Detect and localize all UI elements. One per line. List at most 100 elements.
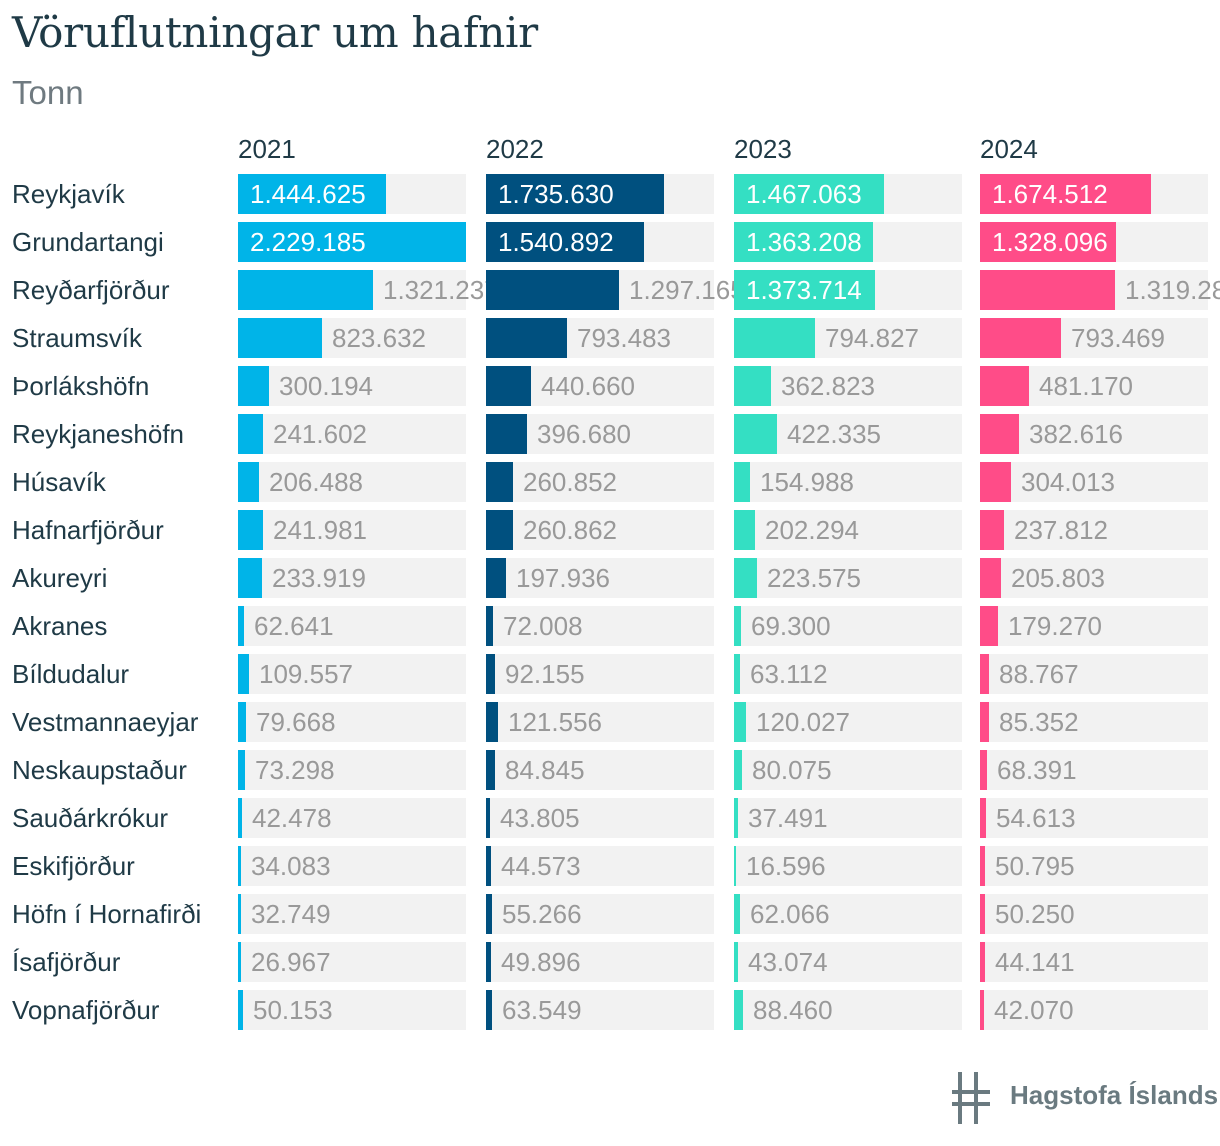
category-label: Akranes [12,611,108,641]
bar-2021 [238,222,466,262]
bar-2023 [734,318,815,358]
bar-track [486,606,714,646]
bar-2024 [980,510,1004,550]
bar-2023 [734,942,738,982]
bar-2021 [238,702,246,742]
bar-track [734,654,962,694]
year-label-2021: 2021 [238,134,296,164]
bar-2022 [486,414,527,454]
bar-2024 [980,750,987,790]
value-label-2022: 49.896 [501,947,581,977]
value-label-2023: 362.823 [781,371,875,401]
bar-2023 [734,894,740,934]
bar-2023 [734,798,738,838]
bar-2021 [238,414,263,454]
category-label: Hafnarfjörður [12,515,164,545]
value-label-2022: 84.845 [505,755,585,785]
bar-2021 [238,606,244,646]
value-label-2022: 1.735.630 [498,179,614,209]
bar-2022 [486,750,495,790]
value-label-2021: 300.194 [279,371,373,401]
bar-2024 [980,894,985,934]
bar-2024 [980,798,986,838]
bar-track [734,798,962,838]
value-label-2024: 44.141 [995,947,1075,977]
bar-track [734,990,962,1030]
bar-track [734,558,962,598]
bar-track [980,798,1208,838]
bar-track [980,510,1208,550]
value-label-2021: 109.557 [259,659,353,689]
value-label-2023: 202.294 [765,515,859,545]
value-label-2021: 26.967 [251,947,331,977]
value-label-2024: 304.013 [1021,467,1115,497]
bar-2022 [486,366,531,406]
bar-track [238,414,466,454]
value-label-2024: 50.250 [995,899,1075,929]
bar-2022 [486,942,491,982]
bar-2024 [980,606,998,646]
bar-track [238,606,466,646]
bar-track [486,654,714,694]
value-label-2021: 32.749 [251,899,331,929]
bar-2022 [486,462,513,502]
value-label-2023: 1.467.063 [746,179,862,209]
bar-2023 [734,702,746,742]
bar-2023 [734,654,740,694]
value-label-2022: 260.852 [523,467,617,497]
bar-track [486,462,714,502]
value-label-2023: 16.596 [746,851,826,881]
bar-track [238,942,466,982]
bar-track [238,558,466,598]
bar-track [486,990,714,1030]
value-label-2024: 42.070 [994,995,1074,1025]
bar-track [486,942,714,982]
bar-2021 [238,174,386,214]
value-label-2022: 55.266 [502,899,582,929]
value-label-2021: 73.298 [255,755,335,785]
value-label-2024: 179.270 [1008,611,1102,641]
bar-2022 [486,654,495,694]
value-label-2023: 1.363.208 [746,227,862,257]
bar-track [980,606,1208,646]
bar-2024 [980,414,1019,454]
bar-2023 [734,558,757,598]
bar-track [238,894,466,934]
bar-track [486,750,714,790]
value-label-2022: 92.155 [505,659,585,689]
bar-track [734,366,962,406]
value-label-2023: 62.066 [750,899,830,929]
bar-track [238,702,466,742]
hagstofa-logo-icon [952,1072,990,1124]
value-label-2022: 396.680 [537,419,631,449]
value-label-2024: 237.812 [1014,515,1108,545]
bar-track [734,942,962,982]
bar-track [734,606,962,646]
value-label-2024: 85.352 [999,707,1079,737]
bar-track [486,558,714,598]
chart-subtitle: Tonn [12,74,84,111]
bar-track [734,702,962,742]
bar-2021 [238,798,242,838]
category-label: Bíldudalur [12,659,130,689]
category-label: Reykjaneshöfn [12,419,184,449]
bar-2021 [238,462,259,502]
value-label-2023: 1.373.714 [746,275,862,305]
bar-track [734,846,962,886]
bar-track [980,558,1208,598]
value-label-2023: 43.074 [748,947,828,977]
value-label-2024: 205.803 [1011,563,1105,593]
bar-2024 [980,654,989,694]
bar-2024 [980,558,1001,598]
value-label-2023: 37.491 [748,803,828,833]
bar-2022 [486,798,490,838]
bar-2023 [734,750,742,790]
hagstofa-logo: Hagstofa Íslands [952,1070,1218,1126]
value-label-2024: 88.767 [999,659,1079,689]
value-label-2021: 42.478 [252,803,332,833]
bar-track [734,750,962,790]
bar-2021 [238,846,241,886]
chart-title: Vöruflutningar um hafnir [12,8,538,57]
bar-2023 [734,222,873,262]
bar-track [238,366,466,406]
